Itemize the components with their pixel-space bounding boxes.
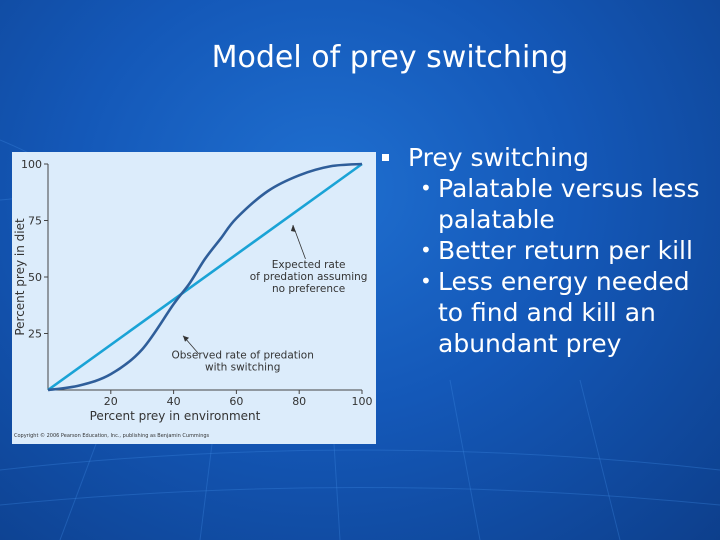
chart-svg: 25 50 75 100 20 40 60 80 100 Percent prey in envi… <box>13 158 373 423</box>
annotation-arrowhead <box>183 335 190 342</box>
sub-bullet-text: Better return per kill <box>438 236 693 265</box>
bullet-main: Prey switching <box>382 142 718 173</box>
sub-bullet: • Better return per kill <box>382 235 718 266</box>
slide-title: Model of prey switching <box>211 40 569 75</box>
y-tick-label: 100 <box>21 158 42 171</box>
y-tick-label: 75 <box>28 215 42 228</box>
x-tick-label: 20 <box>104 395 118 408</box>
series-line-0 <box>47 162 363 392</box>
annotation-text: Observed rate of predation <box>171 349 313 361</box>
annotation-text: with switching <box>205 361 280 373</box>
sub-bullet: • Palatable versus less palatable <box>382 173 718 235</box>
copyright-notice: Copyright © 2006 Pearson Education, Inc.… <box>14 433 210 439</box>
dot-bullet-icon: • <box>420 269 432 293</box>
x-tick-label: 40 <box>167 395 181 408</box>
x-tick-label: 80 <box>292 395 306 408</box>
x-tick-label: 100 <box>352 395 373 408</box>
bullet-list: Prey switching • Palatable versus less p… <box>382 142 718 359</box>
annotation-text: no preference <box>272 283 345 295</box>
annotation-text: of predation assuming <box>250 271 368 283</box>
y-axis-label: Percent prey in diet <box>13 218 27 336</box>
dot-bullet-icon: • <box>420 176 432 200</box>
x-axis-label: Percent prey in environment <box>90 409 261 423</box>
chart-figure: 25 50 75 100 20 40 60 80 100 Percent prey in envi… <box>12 152 376 444</box>
annotation-arrowhead <box>290 225 296 233</box>
square-bullet-icon <box>382 154 389 161</box>
annotation-text: Expected rate <box>272 259 346 271</box>
x-tick-label: 60 <box>229 395 243 408</box>
series-line-1 <box>47 162 363 392</box>
sub-bullet-text: Palatable versus less palatable <box>438 174 700 234</box>
sub-bullet: • Less energy needed to find and kill an… <box>382 266 718 359</box>
sub-bullet-text: Less energy needed to find and kill an a… <box>438 267 690 358</box>
y-tick-label: 25 <box>28 328 42 341</box>
dot-bullet-icon: • <box>420 238 432 262</box>
y-tick-label: 50 <box>28 271 42 284</box>
bullet-main-text: Prey switching <box>408 143 589 172</box>
